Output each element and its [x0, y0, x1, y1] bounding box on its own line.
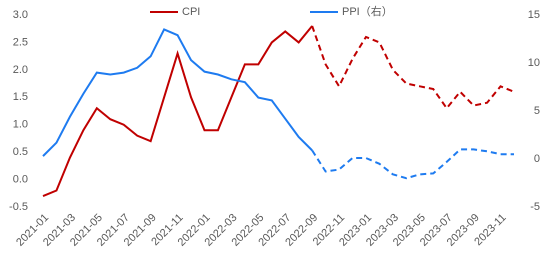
y2-tick-label: 15 — [528, 9, 540, 21]
series-line-dashed — [311, 25, 515, 110]
y2-tick-label: 0 — [534, 153, 540, 165]
series-line — [42, 28, 313, 157]
y-tick-label: -0.5 — [9, 201, 28, 213]
y-tick-label: 1.5 — [13, 91, 28, 103]
y-tick-label: 2.0 — [13, 64, 28, 76]
series-line-dashed — [311, 148, 514, 180]
series-line — [42, 25, 313, 197]
y-tick-label: 1.0 — [13, 119, 28, 131]
legend-label: PPI（右） — [342, 4, 393, 18]
y-tick-label: 0.0 — [13, 173, 28, 185]
y2-tick-label: 5 — [534, 105, 540, 117]
y-tick-label: 2.5 — [13, 36, 28, 48]
y-tick-label: 3.0 — [13, 9, 28, 21]
y-tick-label: 0.5 — [13, 146, 28, 158]
y2-tick-label: -5 — [530, 201, 540, 213]
legend-label: CPI — [182, 6, 200, 18]
y2-tick-label: 10 — [528, 57, 540, 69]
